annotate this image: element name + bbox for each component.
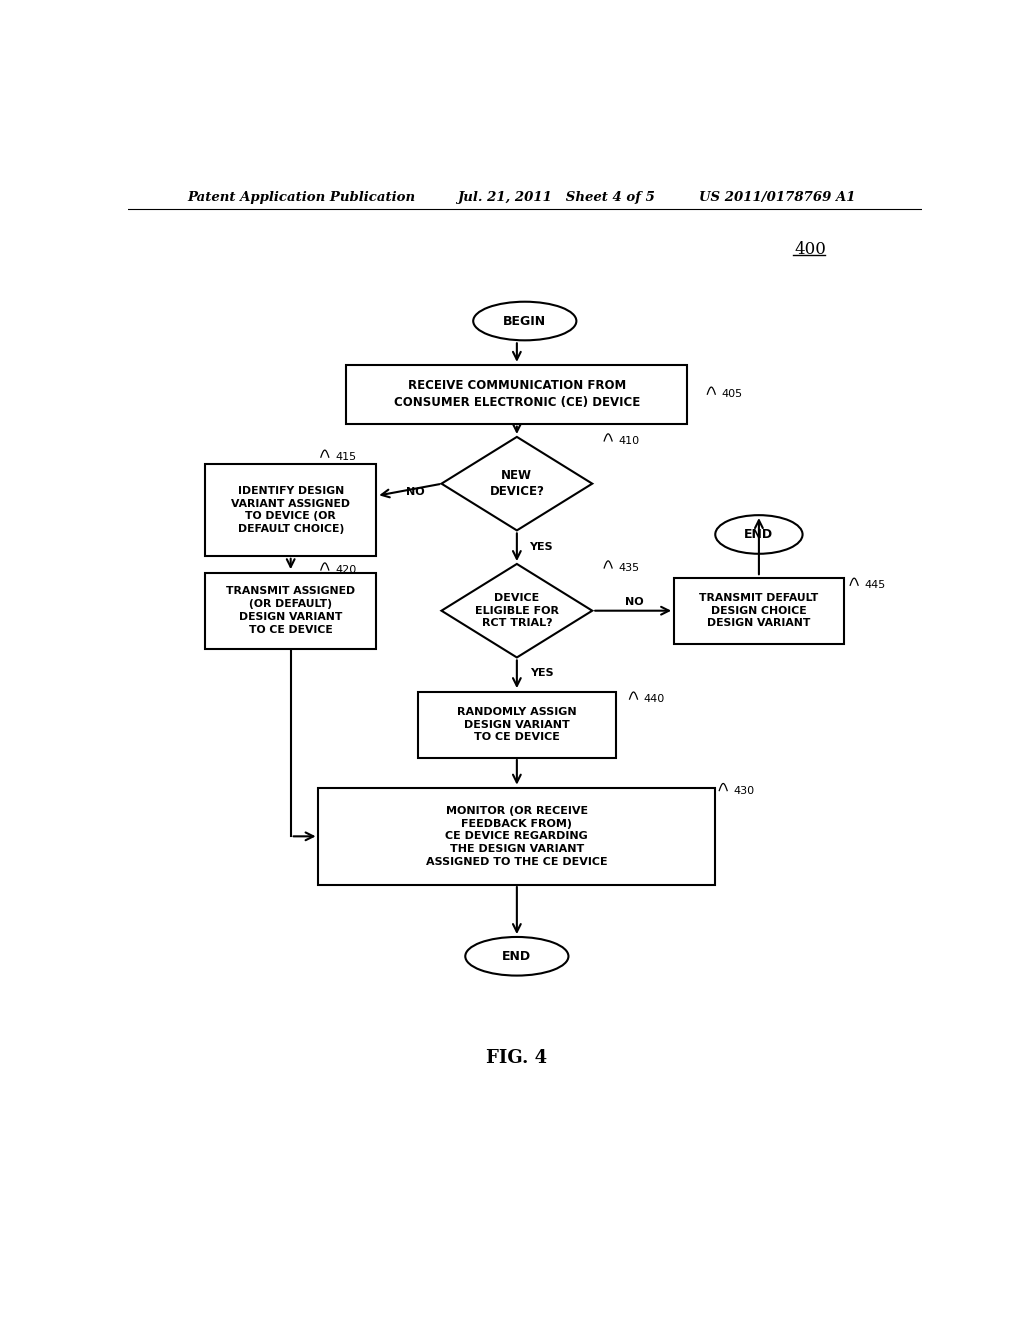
Text: TRANSMIT DEFAULT
DESIGN CHOICE
DESIGN VARIANT: TRANSMIT DEFAULT DESIGN CHOICE DESIGN VA… (699, 593, 818, 628)
Text: MONITOR (OR RECEIVE
FEEDBACK FROM)
CE DEVICE REGARDING
THE DESIGN VARIANT
ASSIGN: MONITOR (OR RECEIVE FEEDBACK FROM) CE DE… (426, 805, 607, 867)
Text: END: END (744, 528, 773, 541)
Bar (674, 578, 844, 644)
Text: 440: 440 (644, 694, 666, 704)
Ellipse shape (473, 302, 577, 341)
Text: NEW
DEVICE?: NEW DEVICE? (489, 469, 545, 499)
Text: 415: 415 (335, 453, 356, 462)
Text: 405: 405 (722, 389, 742, 399)
Text: NO: NO (625, 597, 644, 607)
Text: IDENTIFY DESIGN
VARIANT ASSIGNED
TO DEVICE (OR
DEFAULT CHOICE): IDENTIFY DESIGN VARIANT ASSIGNED TO DEVI… (231, 486, 350, 535)
Text: TRANSMIT ASSIGNED
(OR DEFAULT)
DESIGN VARIANT
TO CE DEVICE: TRANSMIT ASSIGNED (OR DEFAULT) DESIGN VA… (226, 586, 355, 635)
Bar (418, 692, 616, 758)
Text: 445: 445 (864, 581, 886, 590)
Bar (206, 573, 376, 649)
Text: 400: 400 (795, 242, 826, 259)
Text: Jul. 21, 2011   Sheet 4 of 5: Jul. 21, 2011 Sheet 4 of 5 (458, 190, 655, 203)
Text: RANDOMLY ASSIGN
DESIGN VARIANT
TO CE DEVICE: RANDOMLY ASSIGN DESIGN VARIANT TO CE DEV… (457, 706, 577, 742)
Text: YES: YES (528, 541, 553, 552)
Text: NO: NO (406, 487, 425, 496)
Text: Patent Application Publication: Patent Application Publication (187, 190, 416, 203)
Text: 430: 430 (733, 785, 755, 796)
Ellipse shape (465, 937, 568, 975)
Bar (346, 364, 687, 424)
Text: DEVICE
ELIGIBLE FOR
RCT TRIAL?: DEVICE ELIGIBLE FOR RCT TRIAL? (475, 593, 559, 628)
Text: US 2011/0178769 A1: US 2011/0178769 A1 (699, 190, 856, 203)
Polygon shape (441, 564, 592, 657)
Text: BEGIN: BEGIN (503, 314, 547, 327)
Ellipse shape (715, 515, 803, 554)
Text: 410: 410 (618, 436, 640, 446)
Polygon shape (441, 437, 592, 531)
Text: RECEIVE COMMUNICATION FROM
CONSUMER ELECTRONIC (CE) DEVICE: RECEIVE COMMUNICATION FROM CONSUMER ELEC… (394, 379, 640, 409)
Text: END: END (503, 950, 531, 962)
Bar (206, 465, 376, 556)
Text: YES: YES (530, 668, 554, 677)
Text: FIG. 4: FIG. 4 (486, 1049, 548, 1067)
Text: 435: 435 (618, 564, 640, 573)
Bar (318, 788, 715, 884)
Text: 420: 420 (335, 565, 356, 576)
